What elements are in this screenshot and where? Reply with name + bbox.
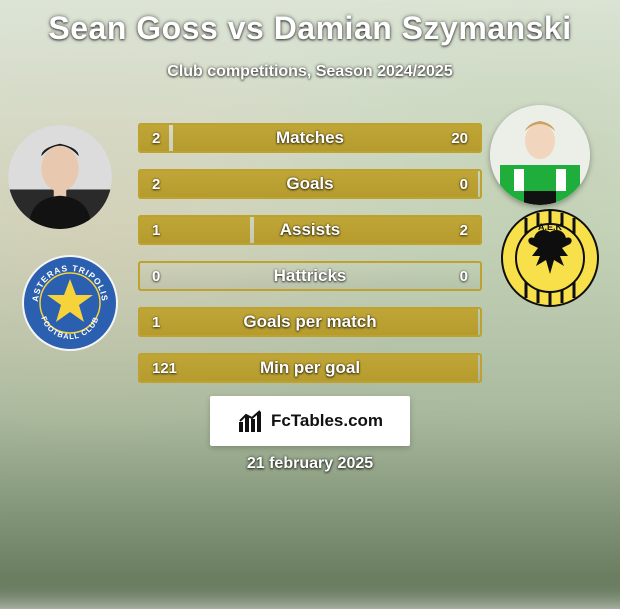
stat-row: 2Matches20	[138, 123, 482, 153]
stat-label: Goals per match	[180, 312, 440, 332]
club-badge-right: Α.Ε.Κ	[500, 208, 600, 308]
club-crest-icon: ASTERAS TRIPOLIS FOOTBALL CLUB	[20, 253, 120, 353]
stat-label: Goals	[180, 174, 440, 194]
stat-value-left: 2	[152, 176, 180, 193]
brand-logo-icon	[237, 408, 267, 434]
stat-value-left: 1	[152, 222, 180, 239]
stat-row: 1Assists2	[138, 215, 482, 245]
stat-label: Assists	[180, 220, 440, 240]
stat-value-right: 0	[440, 176, 468, 193]
player-photo-left	[8, 125, 112, 229]
stat-row: 121Min per goal	[138, 353, 482, 383]
stat-value-left: 121	[152, 360, 180, 377]
stat-value-right: 20	[440, 130, 468, 147]
svg-text:Α.Ε.Κ: Α.Ε.Κ	[538, 222, 563, 232]
stat-label: Matches	[180, 128, 440, 148]
page-title: Sean Goss vs Damian Szymanski	[0, 0, 620, 47]
content: Sean Goss vs Damian Szymanski Club compe…	[0, 0, 620, 580]
stat-label: Min per goal	[180, 358, 440, 378]
stat-value-left: 2	[152, 130, 180, 147]
brand-text: FcTables.com	[271, 411, 383, 431]
stat-row: 1Goals per match	[138, 307, 482, 337]
stat-value-right: 2	[440, 222, 468, 239]
date-text: 21 february 2025	[0, 455, 620, 473]
stat-label: Hattricks	[180, 266, 440, 286]
subtitle: Club competitions, Season 2024/2025	[0, 63, 620, 81]
player-photo-right	[490, 105, 590, 205]
stats-container: 2Matches202Goals01Assists20Hattricks01Go…	[138, 123, 482, 399]
club-crest-icon: Α.Ε.Κ	[500, 208, 600, 308]
stat-value-left: 0	[152, 268, 180, 285]
avatar-placeholder-icon	[8, 125, 112, 229]
brand-badge: FcTables.com	[210, 396, 410, 446]
stat-row: 2Goals0	[138, 169, 482, 199]
stat-row: 0Hattricks0	[138, 261, 482, 291]
stat-value-left: 1	[152, 314, 180, 331]
club-badge-left: ASTERAS TRIPOLIS FOOTBALL CLUB	[20, 253, 120, 353]
avatar-placeholder-icon	[490, 105, 590, 205]
stat-value-right: 0	[440, 268, 468, 285]
